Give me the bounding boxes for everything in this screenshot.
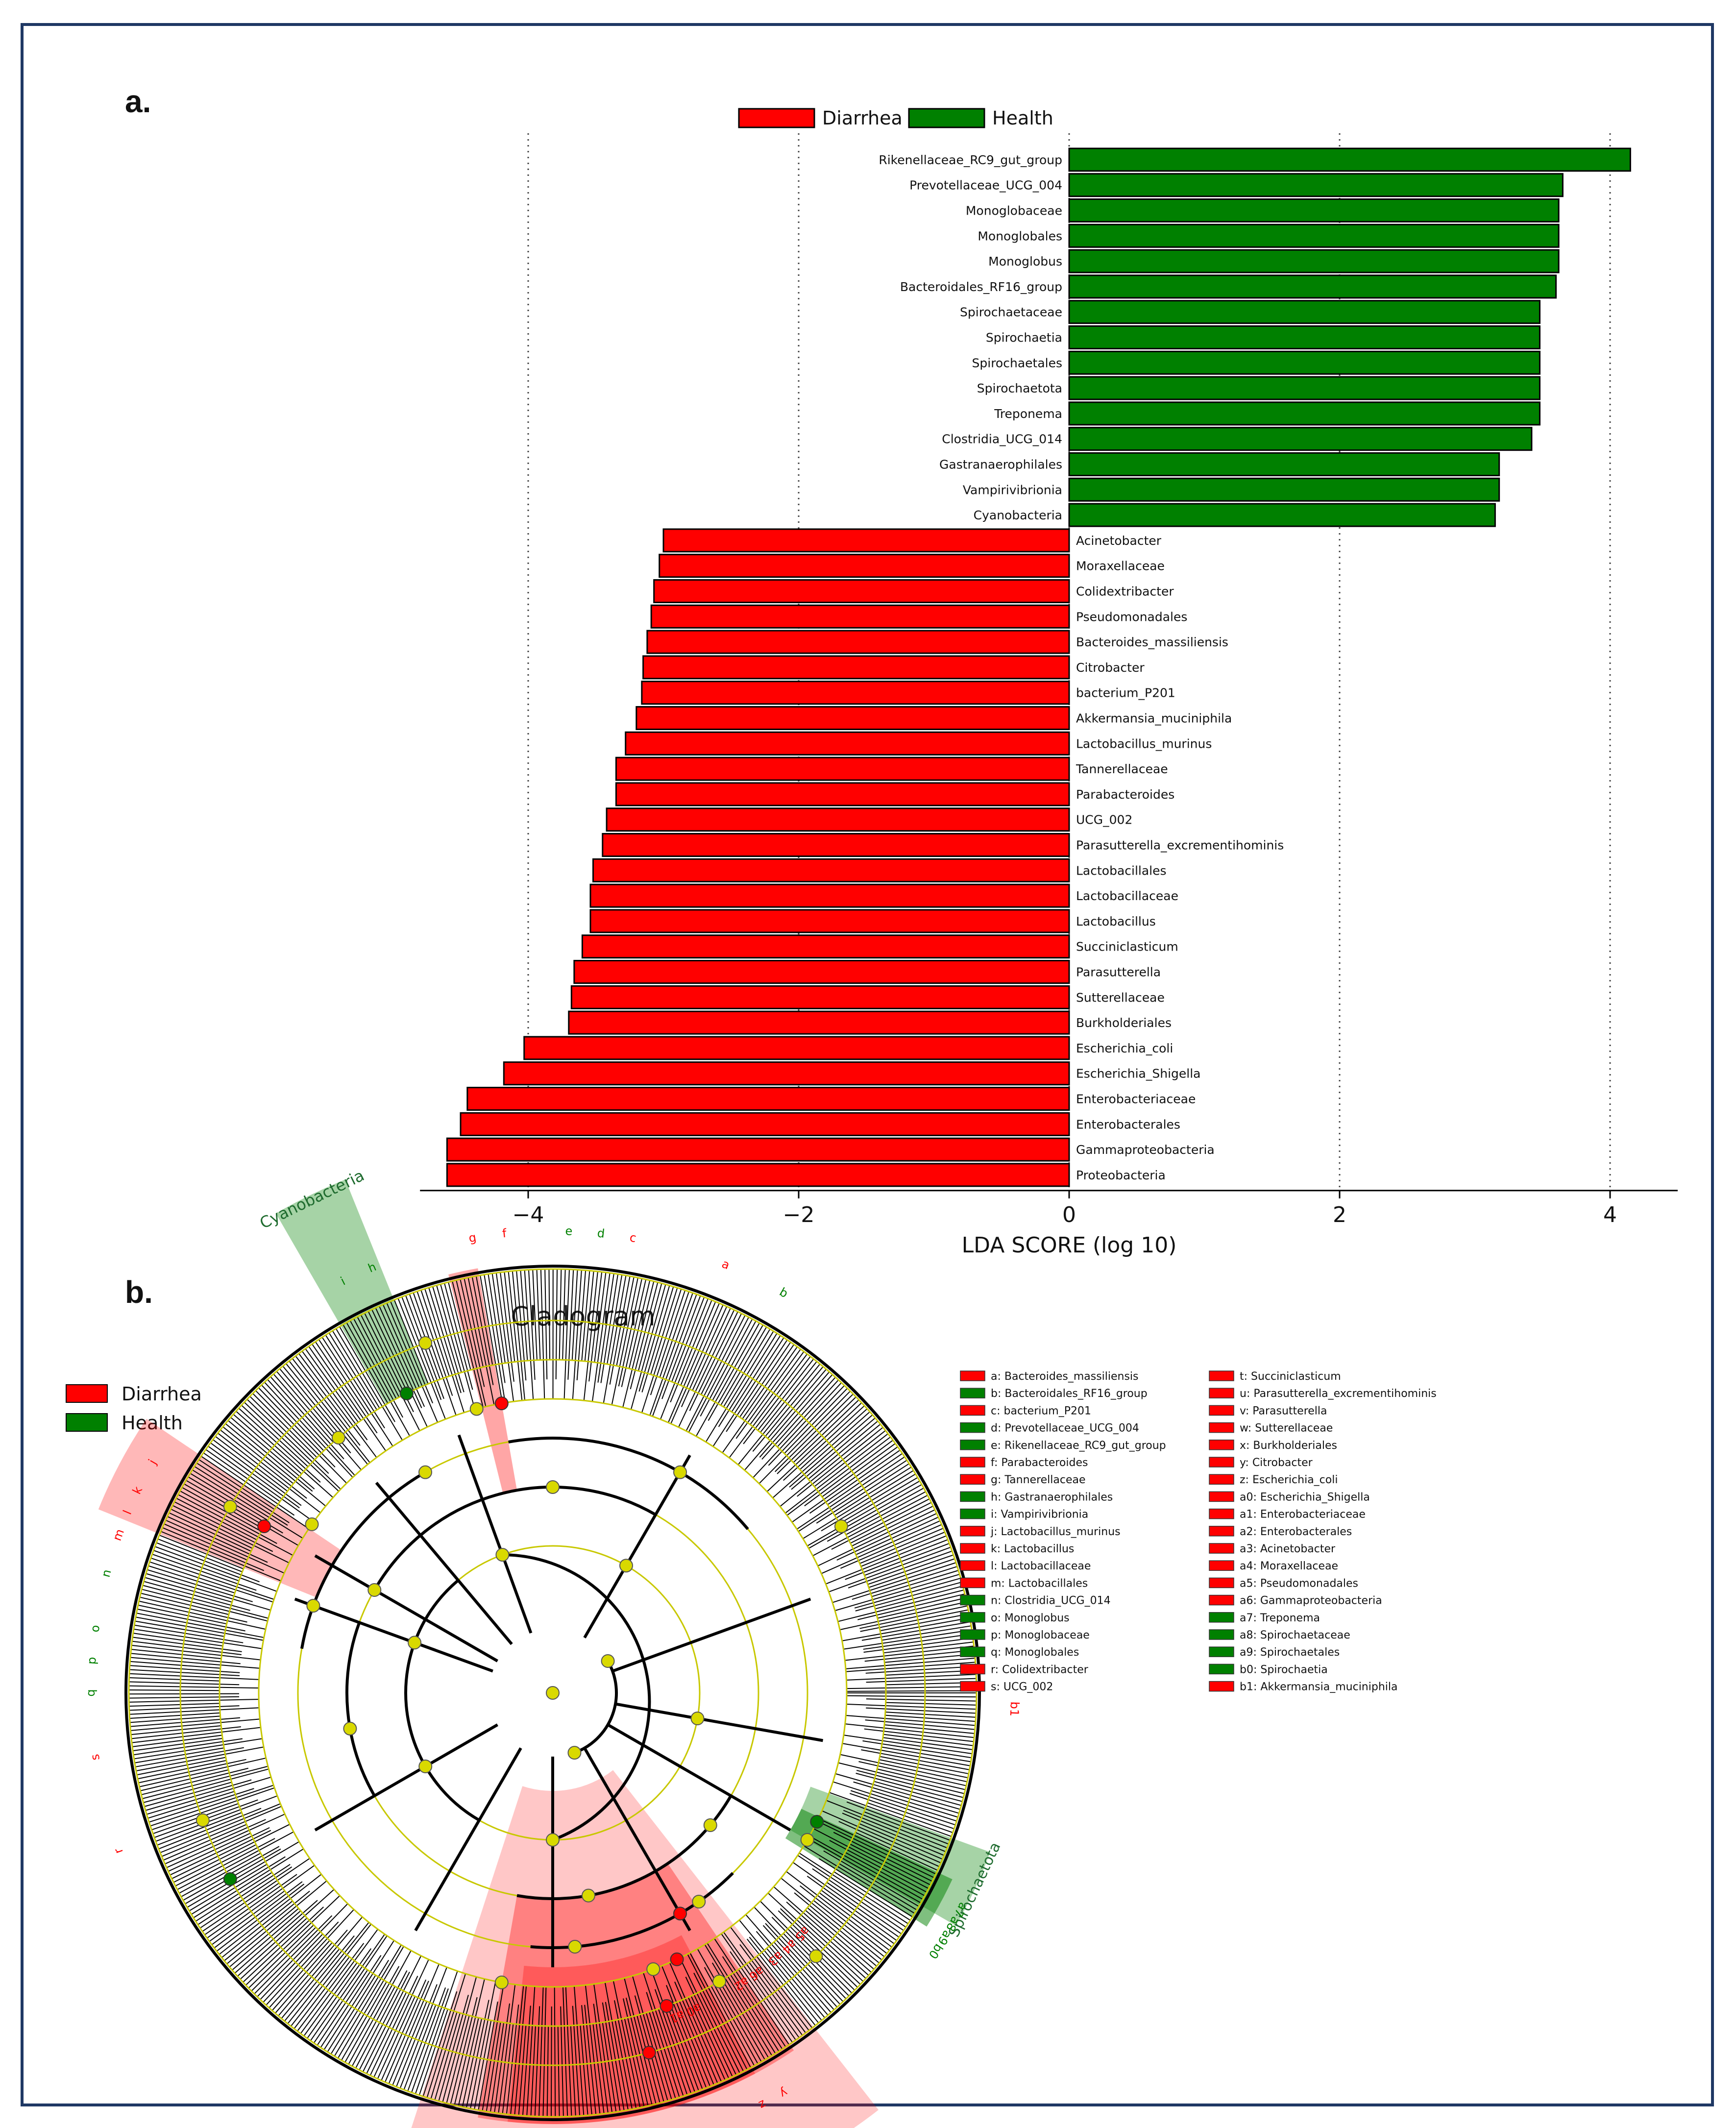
bar [615, 757, 1070, 781]
bar [503, 1061, 1070, 1086]
bar-label: Colidextribacter [1076, 585, 1174, 599]
bar [1068, 198, 1560, 222]
bar [1068, 223, 1560, 248]
bar [589, 883, 1070, 908]
bar [625, 731, 1070, 756]
bar [592, 858, 1070, 882]
bar [1068, 249, 1560, 273]
bar-label: Proteobacteria [1076, 1168, 1166, 1182]
bar-label: Spirochaetaceae [960, 305, 1062, 319]
bar-label: Parasutterella_excrementihominis [1076, 838, 1284, 853]
bar [581, 934, 1070, 959]
panel-a-label: a. [125, 84, 151, 119]
bar-label: Gammaproteobacteria [1076, 1143, 1215, 1157]
bar-label: Spirochaetales [972, 356, 1062, 370]
bar-label: Cyanobacteria [974, 508, 1062, 522]
bar-label: Acinetobacter [1076, 534, 1162, 548]
bar [1068, 325, 1540, 349]
legend-label-health: Health [992, 107, 1053, 129]
bar [568, 1010, 1070, 1035]
bar-label: Enterobacteriaceae [1076, 1092, 1196, 1106]
bar-label: Parabacteroides [1076, 787, 1174, 802]
bar [659, 554, 1070, 578]
bar-label: Succiniclasticum [1076, 940, 1178, 954]
bar [641, 681, 1070, 705]
bar-label: Pseudomonadales [1076, 610, 1187, 624]
bar-label: Spirochaetia [986, 331, 1062, 345]
bar-label: Parasutterella [1076, 965, 1161, 979]
bar-label: Prevotellaceae_UCG_004 [909, 178, 1062, 193]
bar-label: Moraxellaceae [1076, 559, 1165, 573]
bar-label: Monoglobales [978, 229, 1062, 243]
bar [523, 1036, 1070, 1060]
x-tick-label: 4 [1603, 1202, 1617, 1227]
legend-swatch-health [908, 108, 985, 128]
x-tick-label: 0 [1062, 1202, 1076, 1227]
lda-bar-chart: Rikenellaceae_RC9_gut_group Prevotellacea… [420, 107, 1678, 1258]
x-tick-label: −2 [783, 1202, 815, 1227]
bar-label: Bacteroidales_RF16_group [900, 280, 1062, 294]
bar [1068, 401, 1540, 426]
bar [460, 1112, 1070, 1136]
bar-label: Lactobacillales [1076, 863, 1167, 878]
x-tick-label: −4 [513, 1202, 544, 1227]
bar [1068, 427, 1533, 451]
bar [1068, 477, 1500, 502]
bar [1068, 376, 1540, 400]
bar [589, 909, 1070, 933]
bar [466, 1087, 1070, 1111]
bar-label: Vampirivibrionia [963, 483, 1062, 497]
bar [1068, 350, 1540, 375]
x-tick-label: 2 [1333, 1202, 1346, 1227]
bar [606, 807, 1070, 832]
bar [662, 528, 1070, 553]
bar-label: Spirochaetota [977, 381, 1062, 395]
bar-label: bacterium_P201 [1076, 686, 1175, 700]
bar [646, 630, 1070, 654]
bar [650, 604, 1070, 629]
bar-label: Citrobacter [1076, 660, 1145, 675]
bar-label: Sutterellaceae [1076, 990, 1165, 1004]
bar-label: UCG_002 [1076, 813, 1132, 827]
bar-label: Lactobacillus [1076, 914, 1156, 929]
bar [570, 985, 1070, 1009]
bar [636, 706, 1070, 730]
bar-label: Tannerellaceae [1076, 762, 1168, 776]
bar-label: Monoglobaceae [966, 204, 1062, 218]
bar [1068, 452, 1500, 476]
bar [1068, 147, 1631, 172]
bar [1068, 173, 1564, 197]
bar [1068, 274, 1557, 299]
legend-swatch-diarrhea [738, 108, 815, 128]
bar-label: Escherichia_Shigella [1076, 1067, 1201, 1081]
bar [1068, 300, 1540, 324]
bar-label: Gastranaerophilales [939, 458, 1062, 472]
bar-label: Escherichia_coli [1076, 1041, 1173, 1055]
bar-label: Akkermansia_muciniphila [1076, 711, 1232, 726]
bar-label: Lactobacillus_murinus [1076, 736, 1212, 751]
bar-label: Clostridia_UCG_014 [942, 432, 1062, 446]
bar [615, 782, 1070, 807]
legend-label-diarrhea: Diarrhea [822, 107, 903, 129]
bar [653, 579, 1070, 603]
bar [573, 960, 1070, 984]
x-axis-title: LDA SCORE (log 10) [962, 1233, 1177, 1258]
bar-label: Treponema [994, 407, 1062, 421]
bar-label: Bacteroides_massiliensis [1076, 635, 1228, 649]
bar-label: Lactobacillaceae [1076, 889, 1178, 903]
bar [1068, 503, 1496, 527]
bar [642, 655, 1070, 680]
bar-label: Burkholderiales [1076, 1016, 1172, 1030]
bar-label: Enterobacterales [1076, 1117, 1180, 1131]
bar [446, 1137, 1070, 1162]
bar-label: Monoglobus [988, 254, 1062, 269]
bar-label: Rikenellaceae_RC9_gut_group [879, 153, 1062, 167]
bar [446, 1163, 1070, 1187]
bar [602, 833, 1070, 857]
node-letter-t: t [691, 2125, 700, 2128]
